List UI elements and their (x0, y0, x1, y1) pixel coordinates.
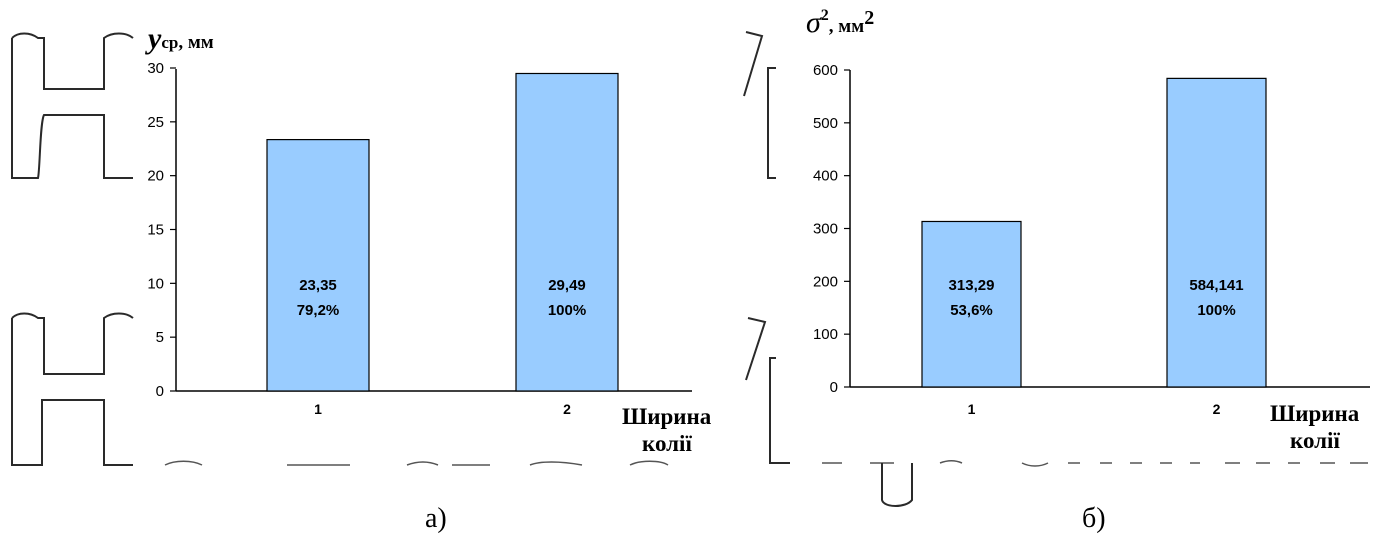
chart-b-value-label: 313,29 (949, 277, 995, 294)
chart-a-category-label: 2 (563, 401, 571, 417)
chart-a-value-label: 29,49 (548, 277, 586, 294)
chart-a-panel-label: а) (425, 503, 447, 534)
chart-a-ytick-label: 20 (147, 168, 164, 185)
chart-a-xlabel-line1: Ширина (622, 404, 712, 429)
chart-b-ytick-label: 300 (813, 221, 838, 238)
chart-a-ytick-label: 5 (156, 329, 164, 346)
chart-a: 0 5 10 15 20 25 30 23,35 79,2% 1 29,49 100% 2 yср, … (145, 22, 712, 534)
chart-b-ytick-label: 100 (813, 326, 838, 343)
chart-a-ytick-label: 30 (147, 60, 164, 77)
chart-b-percent-label: 53,6% (950, 302, 993, 319)
chart-a-percent-label: 79,2% (297, 302, 340, 319)
chart-b-percent-label: 100% (1197, 302, 1235, 319)
chart-b-category-label: 2 (1213, 401, 1221, 417)
chart-b-ytick-label: 0 (830, 379, 838, 396)
chart-a-ytick-label: 10 (147, 275, 164, 292)
chart-b-bar-1 (921, 220, 1022, 388)
decorative-artifacts (11, 31, 1368, 507)
chart-a-percent-label: 100% (548, 302, 586, 319)
chart-a-bar-1 (266, 138, 370, 392)
chart-b: 0 100 200 300 400 500 600 313,29 53,6% 1 584,141 1… (806, 6, 1370, 534)
chart-a-ytick-label: 25 (147, 114, 164, 131)
chart-b-panel-label: б) (1082, 503, 1106, 534)
chart-b-ytick-label: 500 (813, 115, 838, 132)
chart-a-value-label: 23,35 (299, 277, 337, 294)
chart-a-ytick-label: 0 (156, 383, 164, 400)
chart-b-ylabel: σ2, мм2 (806, 6, 874, 39)
chart-b-bar-2 (1166, 77, 1267, 388)
chart-b-ytick-label: 200 (813, 273, 838, 290)
chart-b-category-label: 1 (968, 401, 976, 417)
chart-b-xlabel-line1: Ширина (1270, 401, 1360, 426)
chart-b-xlabel-line2: колії (1290, 428, 1340, 453)
chart-a-bar-2 (515, 72, 619, 392)
chart-a-category-label: 1 (314, 401, 322, 417)
chart-b-value-label: 584,141 (1189, 277, 1243, 294)
chart-a-ytick-label: 15 (147, 222, 164, 239)
chart-a-xlabel-line2: колії (642, 431, 692, 456)
chart-b-ytick-label: 400 (813, 168, 838, 185)
chart-b-ytick-label: 600 (813, 62, 838, 79)
chart-a-ylabel: yср, мм (145, 22, 214, 55)
